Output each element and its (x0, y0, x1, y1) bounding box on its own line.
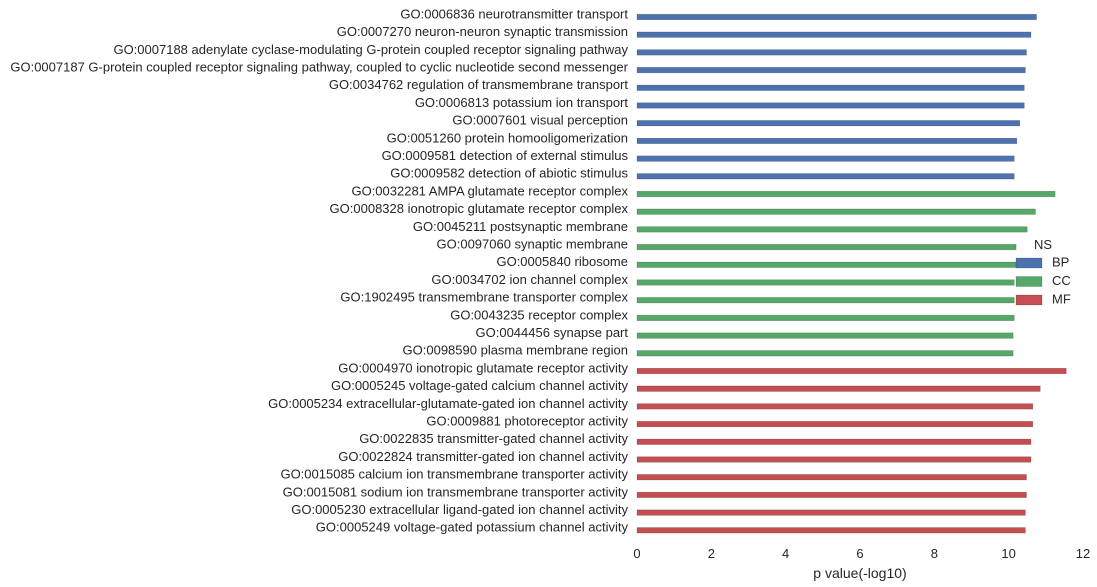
y-tick-label: GO:0009581 detection of external stimulu… (382, 148, 629, 163)
y-tick-label: GO:0098590 plasma membrane region (403, 343, 628, 358)
y-tick-label: GO:0015085 calcium ion transmembrane tra… (280, 467, 628, 482)
x-tick-label: 10 (1001, 546, 1015, 561)
y-tick-label: GO:0007270 neuron-neuron synaptic transm… (337, 24, 628, 39)
y-tick-label: GO:0022824 transmitter-gated ion channel… (338, 449, 628, 464)
legend-swatch-cc (1015, 276, 1043, 287)
y-tick-label: GO:0005249 voltage-gated potassium chann… (316, 520, 629, 535)
bar-bp (636, 173, 1015, 180)
y-tick-label: GO:0045211 postsynaptic membrane (413, 219, 628, 234)
y-tick-label: GO:0005230 extracellular ligand-gated io… (291, 502, 628, 517)
x-axis-tick-labels: 0 2 4 6 8 10 12 (633, 546, 1090, 561)
y-tick-label: GO:0015081 sodium ion transmembrane tran… (283, 484, 629, 499)
bar-cc (636, 190, 1056, 198)
bar-mf (636, 367, 1067, 375)
y-tick-label: GO:0006813 potassium ion transport (415, 95, 629, 110)
bar-mf (636, 509, 1026, 516)
bar-mf (636, 474, 1027, 481)
y-tick-label: GO:1902495 transmembrane transporter com… (340, 290, 628, 305)
bar-cc (636, 244, 1017, 251)
y-axis-category-labels: GO:0006836 neurotransmitter transport GO:… (10, 6, 628, 534)
bar-bp (636, 31, 1032, 38)
x-tick-label: 6 (856, 546, 863, 561)
bar-bp (636, 155, 1015, 162)
bar-bp (636, 49, 1027, 56)
bar-bp (636, 13, 1037, 21)
legend-label-mf: MF (1052, 291, 1071, 306)
bar-cc (636, 297, 1015, 304)
legend: NS BP CC MF (1015, 237, 1071, 306)
bar-cc (636, 208, 1036, 215)
y-tick-label: GO:0044456 synapse part (476, 325, 629, 340)
y-tick-label: GO:0007601 visual perception (452, 113, 628, 128)
y-tick-label: GO:0005234 extracellular-glutamate-gated… (268, 396, 628, 411)
y-tick-label: GO:0009881 photoreceptor activity (426, 414, 628, 429)
bar-mf (636, 403, 1034, 410)
legend-label-bp: BP (1052, 254, 1069, 269)
x-tick-label: 8 (931, 546, 938, 561)
bar-bp (636, 102, 1025, 109)
y-tick-label: GO:0051260 protein homooligomerization (387, 130, 628, 145)
bar-bp (636, 137, 1018, 144)
bar-cc (636, 350, 1014, 357)
y-tick-label: GO:0022835 transmitter-gated channel act… (359, 431, 628, 446)
bar-mf (636, 421, 1034, 428)
y-tick-label: GO:0043235 receptor complex (450, 307, 628, 322)
y-tick-label: GO:0005840 ribosome (496, 254, 628, 269)
x-tick-label: 12 (1076, 546, 1090, 561)
bar-cc (636, 226, 1028, 233)
y-tick-label: GO:0008328 ionotropic glutamate receptor… (330, 201, 629, 216)
y-tick-label: GO:0097060 synaptic membrane (437, 237, 629, 252)
legend-label-cc: CC (1052, 273, 1071, 288)
bar-bp (636, 120, 1021, 127)
bar-mf (636, 527, 1026, 534)
bar-cc (636, 314, 1015, 321)
x-tick-label: 4 (782, 546, 789, 561)
bar-bp (636, 67, 1026, 74)
bar-bp (636, 84, 1025, 91)
bar-cc (636, 279, 1015, 286)
y-tick-label: GO:0006836 neurotransmitter transport (400, 6, 628, 21)
x-tick-label: 2 (708, 546, 715, 561)
bar-cc (636, 261, 1017, 268)
y-tick-label: GO:0034762 regulation of transmembrane t… (329, 77, 629, 92)
y-tick-label: GO:0007187 G-protein coupled receptor si… (10, 60, 628, 75)
legend-swatch-bp (1015, 257, 1043, 269)
bar-mf (636, 438, 1032, 445)
bar-mf (636, 385, 1041, 392)
y-tick-label: GO:0005245 voltage-gated calcium channel… (331, 378, 629, 393)
legend-items: BP CC MF (1015, 254, 1071, 306)
legend-swatch-mf (1015, 294, 1043, 306)
x-tick-label: 0 (633, 546, 640, 561)
bar-mf (636, 491, 1027, 498)
y-tick-label: GO:0007188 adenylate cyclase-modulating … (113, 42, 628, 57)
y-tick-label: GO:0032281 AMPA glutamate receptor compl… (351, 183, 628, 198)
legend-title: NS (1034, 237, 1052, 252)
bar-series (636, 13, 1067, 534)
x-axis-label: p value(-log10) (813, 565, 906, 581)
bar-cc (636, 332, 1014, 339)
y-tick-label: GO:0009582 detection of abiotic stimulus (390, 166, 628, 181)
y-tick-label: GO:0004970 ionotropic glutamate receptor… (338, 360, 628, 375)
y-tick-label: GO:0034702 ion channel complex (431, 272, 628, 287)
bar-mf (636, 456, 1032, 463)
